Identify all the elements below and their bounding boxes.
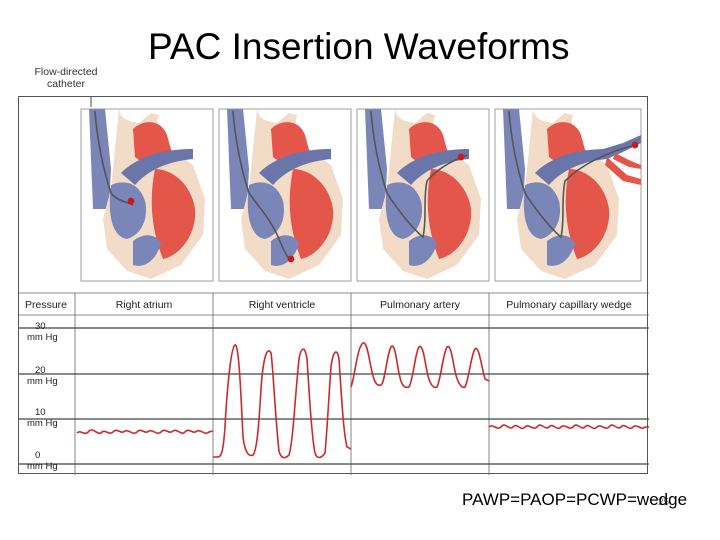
- scale-label-10: 10 mm Hg: [27, 407, 58, 429]
- heart-panel-right-atrium: [80, 108, 214, 282]
- scale-value-10: 10: [35, 407, 46, 418]
- scale-unit-0: mm Hg: [27, 461, 58, 472]
- col-header-right-atrium: Right atrium: [115, 299, 173, 311]
- scale-label-30: 30 mm Hg: [27, 321, 58, 343]
- heart-panel-pulmonary-capillary-wedge: [494, 108, 642, 282]
- waveform-right-ventricle: [213, 344, 352, 459]
- slide-title: PAC Insertion Waveforms: [148, 26, 570, 67]
- page-number: 25: [658, 497, 670, 508]
- scale-unit-10: mm Hg: [27, 418, 58, 429]
- waveform-right-atrium: [76, 429, 214, 435]
- scale-value-30: 30: [35, 321, 46, 332]
- footnote: PAWP=PAOP=PCWP=wedge: [462, 490, 688, 509]
- scale-label-0: 0 mm Hg: [27, 450, 58, 472]
- scale-unit-20: mm Hg: [27, 376, 58, 387]
- catheter-label-line-2: catheter: [47, 78, 85, 90]
- scale-value-20: 20: [35, 365, 46, 376]
- heart-diagram-svg: [19, 97, 649, 475]
- scale-label-20: 20 mm Hg: [27, 365, 58, 387]
- scale-unit-30: mm Hg: [27, 332, 58, 343]
- figure-frame: Pressure Right atrium Right ventricle Pu…: [18, 96, 649, 475]
- heart-panel-right-ventricle: [218, 108, 352, 282]
- waveform-pulmonary-capillary-wedge: [488, 424, 649, 430]
- scale-value-0: 0: [35, 450, 41, 461]
- catheter-label: Flow-directed catheter: [26, 66, 106, 90]
- col-header-pulmonary-artery: Pulmonary artery: [380, 299, 460, 311]
- catheter-label-line-1: Flow-directed: [34, 66, 98, 78]
- pressure-header: Pressure: [25, 299, 68, 311]
- col-header-pulmonary-capillary-wedge: Pulmonary capillary wedge: [506, 299, 632, 311]
- heart-panel-pulmonary-artery: [356, 108, 490, 282]
- col-header-right-ventricle: Right ventricle: [248, 299, 316, 311]
- waveform-pulmonary-artery: [350, 342, 490, 389]
